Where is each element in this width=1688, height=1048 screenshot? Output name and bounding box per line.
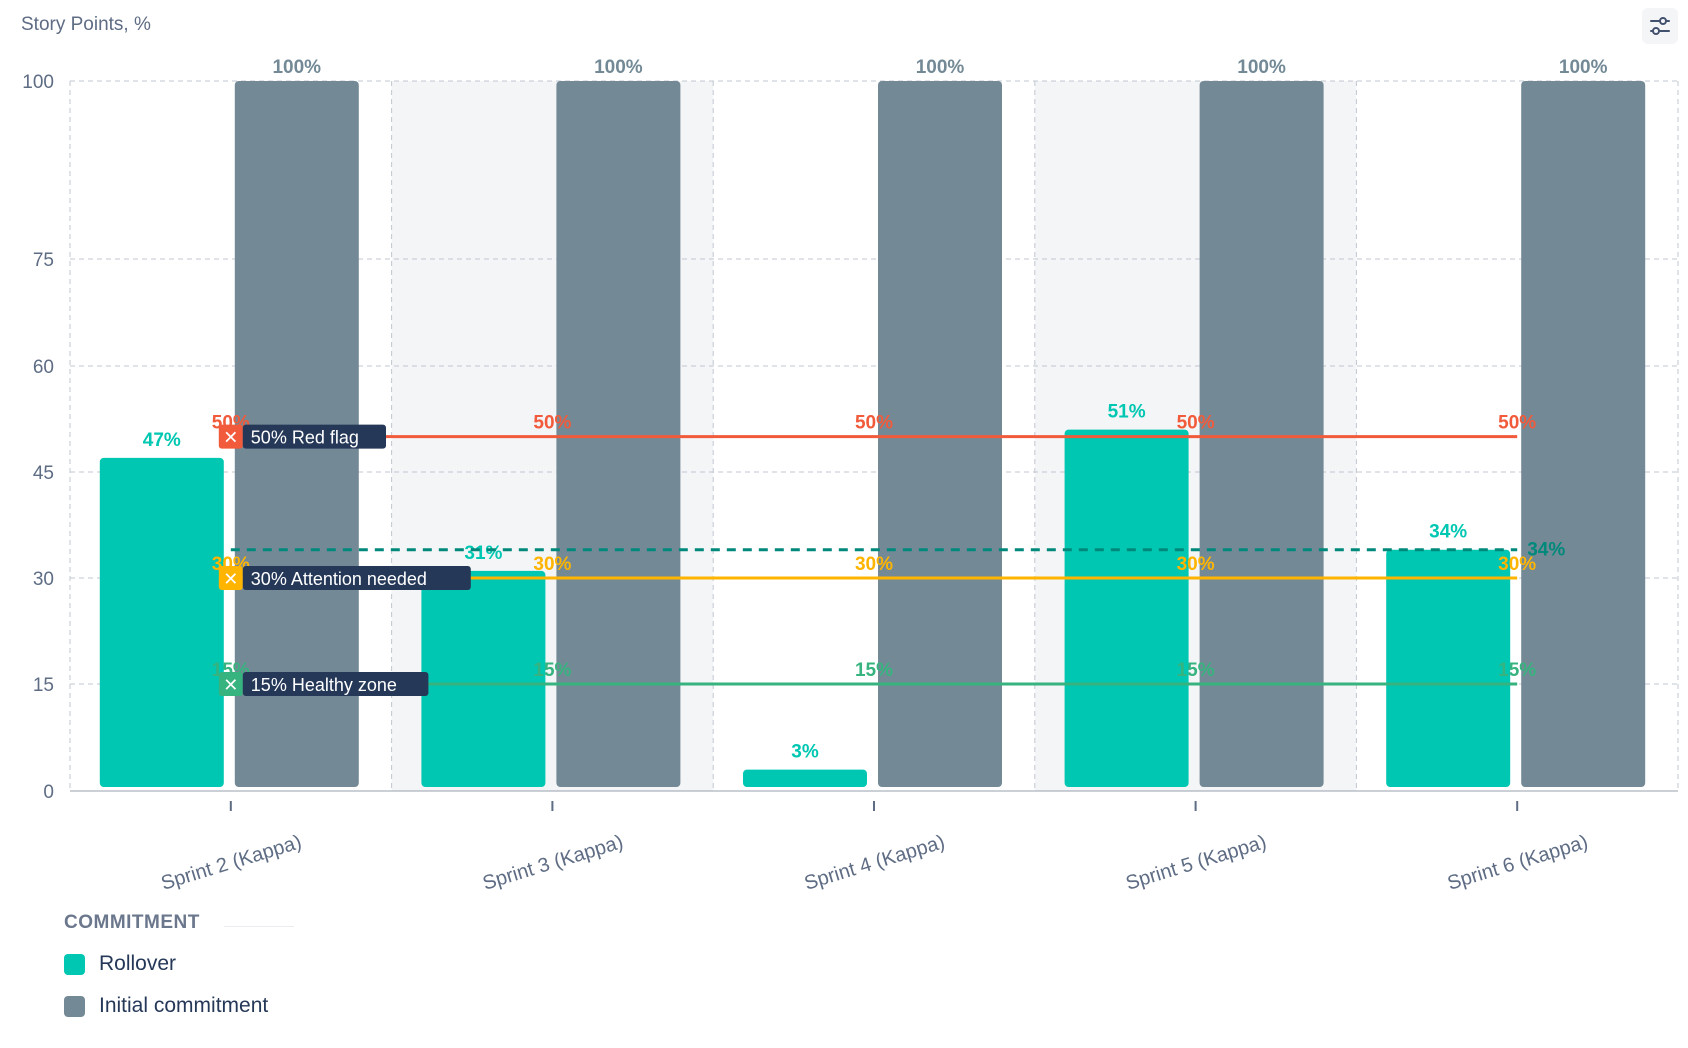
initial-commitment-bar: [1521, 81, 1646, 787]
rollover-bar: [1386, 549, 1511, 787]
threshold-value-label: 50%: [1177, 413, 1215, 434]
y-tick-label: 0: [43, 782, 54, 803]
initial-commitment-swatch: [64, 995, 85, 1017]
legend-title: COMMITMENT: [64, 912, 200, 933]
rollover-bar: [99, 457, 224, 787]
close-icon: ✕: [223, 569, 238, 589]
rollover-value-label: 31%: [464, 543, 502, 564]
initial-commitment-value-label: 100%: [272, 57, 321, 78]
legend-item-initial-commitment[interactable]: Initial commitment: [64, 994, 268, 1018]
initial-commitment-bar: [556, 81, 681, 787]
x-tick-label: Sprint 6 (Kappa): [1445, 831, 1591, 895]
sliders-icon: [1650, 17, 1670, 35]
initial-commitment-value-label: 100%: [916, 57, 965, 78]
initial-commitment-value-label: 100%: [594, 57, 643, 78]
threshold-marker: [218, 566, 243, 590]
rollover-bar: [743, 769, 867, 787]
legend-divider: [224, 926, 294, 927]
threshold-value-label: 50%: [1498, 413, 1536, 434]
legend: COMMITMENT Rollover Initial commitment: [64, 912, 294, 1018]
y-axis-label: Story Points, %: [21, 14, 151, 35]
y-tick-label: 75: [33, 250, 54, 271]
initial-commitment-bar: [878, 81, 1002, 787]
rollover-bar: [421, 570, 546, 787]
plot-area: 0 15 30 45 60 75 100 Sprint 2 (Kappa) 47% 100% Spr…: [22, 57, 1679, 895]
initial-commitment-value-label: 100%: [1237, 57, 1286, 78]
threshold-tag: [242, 672, 429, 696]
threshold-value-label: 50%: [855, 413, 893, 434]
threshold-tag: [242, 566, 471, 590]
threshold-value-label: 15%: [855, 660, 893, 681]
y-tick-label: 15: [33, 675, 54, 696]
threshold-marker: [218, 672, 243, 696]
threshold-value-label: 30%: [855, 554, 893, 575]
threshold-tag-label: 50% Red flag: [251, 428, 359, 448]
rollover-value-label: 47%: [143, 430, 181, 451]
x-tick-label: Sprint 3 (Kappa): [480, 831, 626, 895]
x-tick-label: Sprint 5 (Kappa): [1123, 831, 1269, 895]
threshold-value-label: 15%: [1498, 660, 1536, 681]
y-tick-label: 100: [22, 72, 54, 93]
y-tick-label: 30: [33, 569, 54, 590]
initial-commitment-value-label: 100%: [1559, 57, 1608, 78]
close-icon: ✕: [223, 428, 238, 448]
chart-settings-button[interactable]: [1642, 8, 1678, 44]
y-tick-label: 60: [33, 357, 54, 378]
rollover-swatch: [64, 953, 85, 975]
legend-item-rollover[interactable]: Rollover: [64, 952, 268, 976]
threshold-marker: [218, 424, 243, 449]
threshold-value-label: 15%: [533, 660, 571, 681]
threshold-value-label: 15%: [1177, 660, 1215, 681]
threshold-tag-label: 30% Attention needed: [251, 569, 427, 589]
x-tick-label: Sprint 4 (Kappa): [802, 831, 948, 895]
threshold-tag: [242, 424, 386, 449]
threshold-value-label: 30%: [1498, 554, 1536, 575]
rollover-value-label: 34%: [1429, 522, 1467, 543]
initial-commitment-bar: [1199, 81, 1324, 787]
threshold-tag-label: 15% Healthy zone: [251, 675, 397, 695]
x-tick-label: Sprint 2 (Kappa): [159, 831, 305, 895]
rollover-bar: [1064, 429, 1189, 787]
rollover-value-label: 3%: [791, 742, 819, 763]
threshold-value-label: 50%: [533, 413, 571, 434]
threshold-value-label: 30%: [1177, 554, 1215, 575]
average-value-label: 34%: [1527, 540, 1565, 561]
rollover-value-label: 51%: [1108, 402, 1146, 423]
y-tick-label: 45: [33, 463, 54, 484]
threshold-value-label: 30%: [533, 554, 571, 575]
legend-label-rollover: Rollover: [99, 952, 177, 975]
close-icon: ✕: [223, 675, 238, 695]
legend-label-initial-commitment: Initial commitment: [99, 994, 269, 1017]
